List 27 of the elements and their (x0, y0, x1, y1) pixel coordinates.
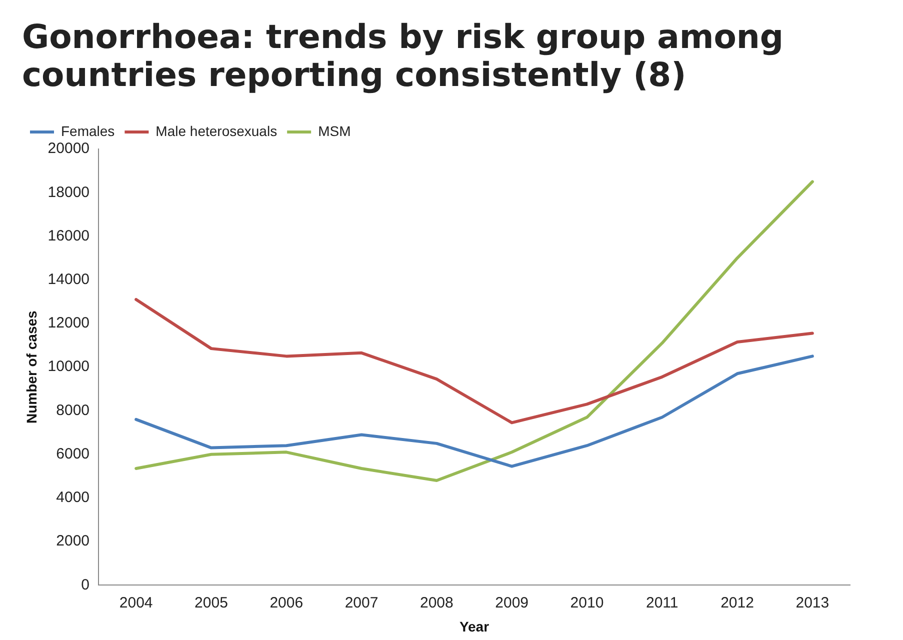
y-tick-label: 12000 (48, 314, 90, 332)
x-axis-title: Year (459, 618, 490, 634)
x-tick-label: 2010 (570, 594, 604, 612)
x-tick-label: 2013 (796, 594, 830, 612)
x-tick-label: 2008 (420, 594, 454, 612)
y-tick-label: 14000 (48, 271, 90, 288)
y-tick-label: 6000 (56, 445, 90, 462)
x-tick-label: 2011 (646, 594, 678, 612)
y-tick-label: 16000 (48, 227, 90, 244)
y-tick-label: 20000 (48, 140, 90, 158)
legend-label: Females (61, 122, 115, 139)
x-tick-label: 2006 (270, 594, 304, 612)
x-tick-label: 2012 (720, 594, 754, 612)
x-tick-label: 2007 (344, 594, 378, 612)
x-tick-label: 2004 (119, 594, 153, 612)
x-tick-label: 2005 (194, 594, 228, 612)
legend-label: MSM (318, 122, 351, 139)
legend-label: Male heterosexuals (156, 122, 278, 139)
y-tick-label: 2000 (56, 532, 90, 550)
chart-title: Gonorrhoea: trends by risk group among countries reporting consistently (8) (22, 17, 785, 94)
y-tick-label: 8000 (56, 402, 90, 419)
x-tick-label: 2009 (495, 594, 529, 612)
y-axis-title: Number of cases (23, 310, 40, 424)
y-tick-label: 4000 (56, 489, 90, 506)
y-tick-label: 10000 (48, 358, 90, 376)
y-tick-label: 0 (81, 576, 90, 594)
y-tick-label: 18000 (48, 184, 90, 201)
